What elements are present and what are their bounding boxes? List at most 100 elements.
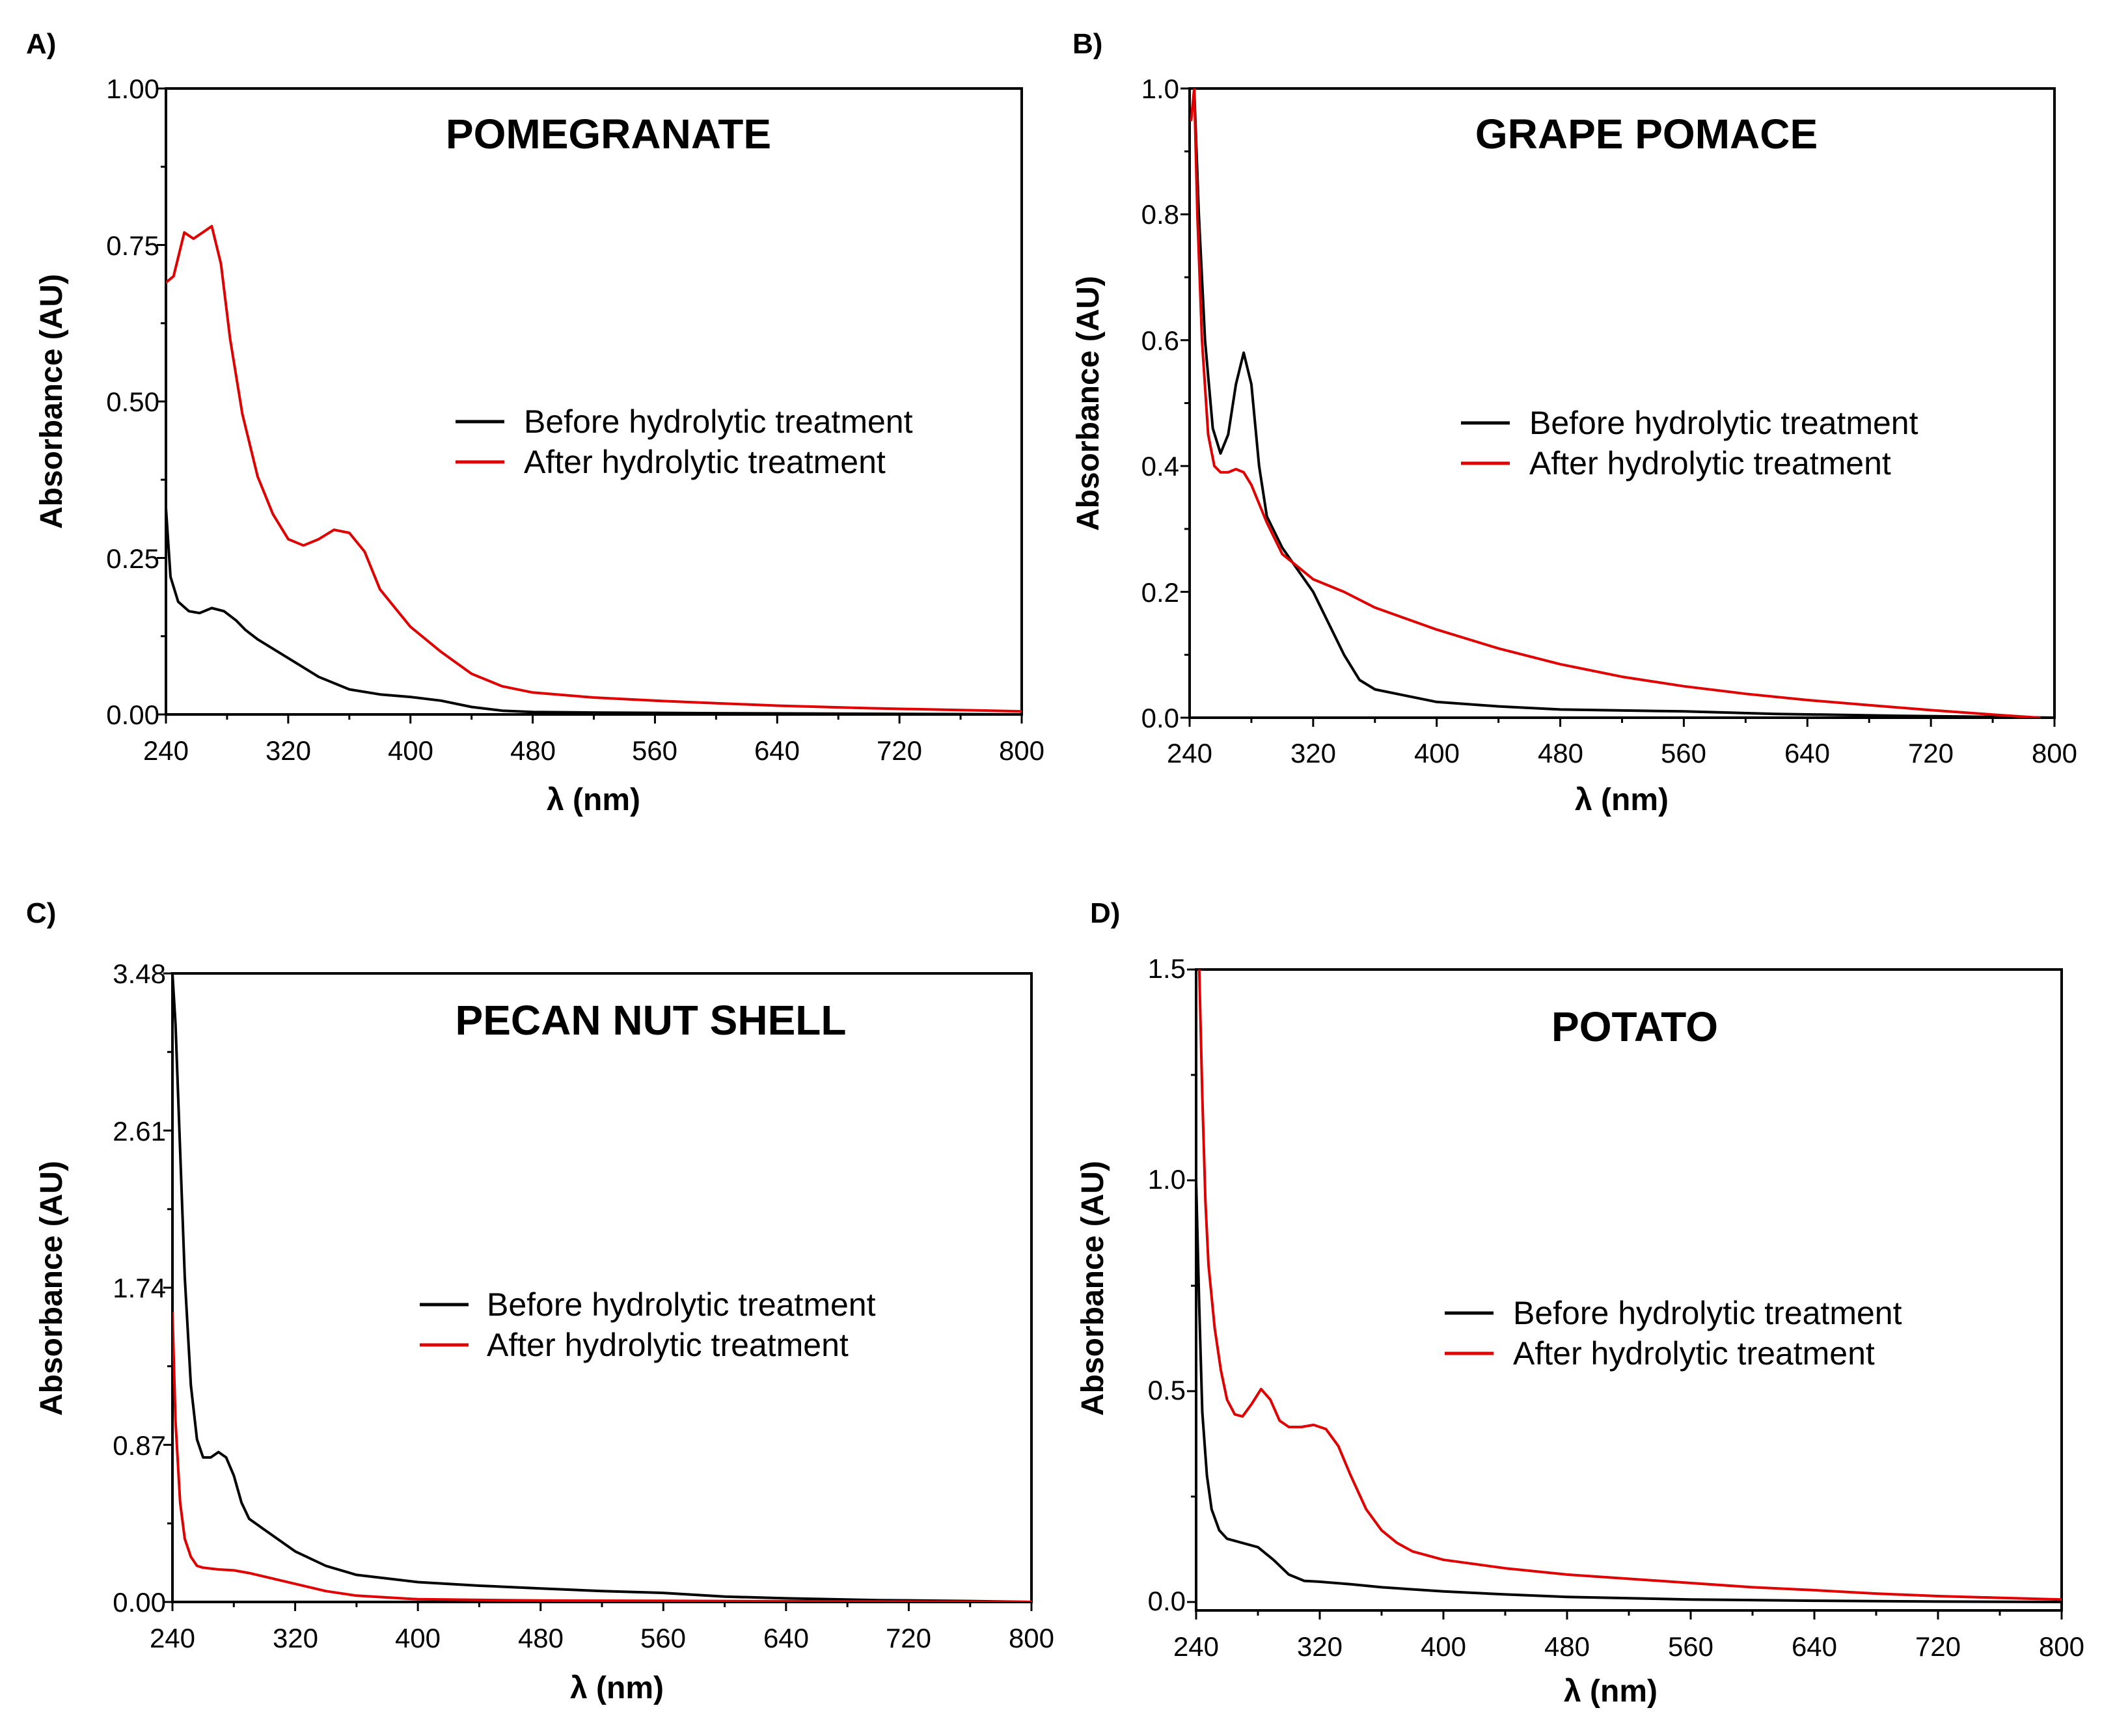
panel-d-xtick-1: 320 xyxy=(1297,1631,1343,1662)
panel-d-legend-label-after: After hydrolytic treatment xyxy=(1513,1335,1875,1372)
panel-b-xtick-5: 640 xyxy=(1784,738,1830,768)
panel-a-y-axis-label: Absorbance (AU) xyxy=(34,274,69,529)
panel-a-ytick-2: 0.50 xyxy=(106,387,159,417)
panel-d-ytick-1: 0.5 xyxy=(1148,1375,1186,1405)
panel-c-ytick-0: 0.00 xyxy=(113,1587,166,1618)
panel-a-series-after xyxy=(166,224,1022,713)
panel-b-ytick-0: 0.0 xyxy=(1141,703,1179,733)
panel-d: D) POTATO 0.0 0.5 1.0 1.5 240 320 400 48… xyxy=(1076,897,2084,1709)
panel-d-legend: Before hydrolytic treatment After hydrol… xyxy=(1445,1295,1902,1372)
panel-c-legend-label-after: After hydrolytic treatment xyxy=(487,1327,849,1363)
panel-d-xtick-3: 480 xyxy=(1544,1631,1590,1662)
panel-a-ytick-4: 1.00 xyxy=(106,74,159,104)
panel-d-xtick-5: 640 xyxy=(1792,1631,1837,1662)
panel-b-series-layer xyxy=(1180,87,2056,727)
panel-d-xtick-0: 240 xyxy=(1173,1631,1219,1662)
panel-a-xtick-7: 800 xyxy=(999,735,1044,766)
panel-c-series-before xyxy=(172,973,1031,1602)
panel-b-plot-frame xyxy=(1188,87,2056,719)
panel-a-ytick-3: 0.75 xyxy=(106,230,159,261)
panel-d-xtick-4: 560 xyxy=(1668,1631,1713,1662)
panel-b-series-after xyxy=(1190,88,2041,718)
panel-c-xtick-1: 320 xyxy=(273,1623,318,1653)
panel-d-x-ticks: 240 320 400 480 560 640 720 800 xyxy=(1173,1631,2084,1662)
panel-b-ytick-4: 0.8 xyxy=(1141,199,1179,230)
panel-c-xtick-0: 240 xyxy=(150,1623,195,1653)
panel-b-x-axis-label: λ (nm) xyxy=(1575,783,1669,817)
panel-d-xtick-7: 800 xyxy=(2039,1631,2084,1662)
panel-b-series-before xyxy=(1193,88,2054,718)
panel-d-y-axis-label: Absorbance (AU) xyxy=(1076,1161,1110,1416)
panel-c-ytick-2: 1.74 xyxy=(113,1273,166,1303)
panel-c-legend-label-before: Before hydrolytic treatment xyxy=(487,1286,876,1323)
panel-b-xtick-7: 800 xyxy=(2032,738,2077,768)
panel-a-y-ticks: 0.00 0.25 0.50 0.75 1.00 xyxy=(106,74,159,730)
panel-a-xtick-1: 320 xyxy=(266,735,311,766)
panel-b-legend: Before hydrolytic treatment After hydrol… xyxy=(1461,405,1918,481)
panel-c-xtick-7: 800 xyxy=(1009,1623,1054,1653)
panel-c-xtick-4: 560 xyxy=(640,1623,686,1653)
panel-a-plot-frame xyxy=(165,87,1023,716)
panel-d-ytick-0: 0.0 xyxy=(1148,1586,1186,1616)
panel-c-y-ticks: 0.00 0.87 1.74 2.61 3.48 xyxy=(113,958,166,1618)
panel-d-y-ticks: 0.0 0.5 1.0 1.5 xyxy=(1148,953,1186,1616)
panel-b-xtick-6: 720 xyxy=(1908,738,1954,768)
panel-c-xtick-6: 720 xyxy=(886,1623,931,1653)
panel-b-legend-label-before: Before hydrolytic treatment xyxy=(1529,405,1918,441)
panel-c-xtick-3: 480 xyxy=(518,1623,564,1653)
panel-b-y-ticks: 0.0 0.2 0.4 0.6 0.8 1.0 xyxy=(1141,74,1179,733)
panel-a-legend-label-before: Before hydrolytic treatment xyxy=(524,403,913,440)
panel-c-ytick-1: 0.87 xyxy=(113,1430,166,1461)
panel-a-xtick-0: 240 xyxy=(143,735,189,766)
panel-a-x-ticks: 240 320 400 480 560 640 720 800 xyxy=(143,735,1044,766)
panel-d-legend-label-before: Before hydrolytic treatment xyxy=(1513,1295,1902,1331)
panel-b-title: GRAPE POMACE xyxy=(1475,111,1818,157)
panel-a-xtick-5: 640 xyxy=(754,735,800,766)
panel-b: B) GRAPE POMACE 0.0 0.2 0.4 0.6 0.8 1.0 … xyxy=(1071,28,2077,817)
panel-a-letter: A) xyxy=(26,28,56,60)
panel-c-ytick-3: 2.61 xyxy=(113,1116,166,1146)
panel-a: A) POMEGRANATE 0.00 0.25 0.50 0.75 1.00 … xyxy=(26,28,1044,817)
panel-a-x-axis-label: λ (nm) xyxy=(547,783,640,817)
panel-b-ytick-5: 1.0 xyxy=(1141,74,1179,104)
panel-d-title: POTATO xyxy=(1551,1003,1718,1050)
panel-b-xtick-1: 320 xyxy=(1290,738,1336,768)
panel-d-series-after xyxy=(1197,970,2062,1601)
panel-b-xtick-3: 480 xyxy=(1538,738,1583,768)
panel-b-y-axis-label: Absorbance (AU) xyxy=(1071,276,1106,531)
panel-a-title: POMEGRANATE xyxy=(446,111,771,157)
panel-c-series-layer xyxy=(163,972,1033,1611)
panel-a-xtick-6: 720 xyxy=(877,735,922,766)
panel-a-xtick-2: 400 xyxy=(388,735,433,766)
panel-c: C) PECAN NUT SHELL 0.00 0.87 1.74 2.61 3… xyxy=(26,897,1054,1705)
panel-d-xtick-6: 720 xyxy=(1915,1631,1961,1662)
panel-b-xtick-4: 560 xyxy=(1661,738,1706,768)
panel-c-series-after xyxy=(172,1311,1031,1602)
panel-d-letter: D) xyxy=(1090,897,1120,929)
panel-c-legend: Before hydrolytic treatment After hydrol… xyxy=(420,1286,876,1363)
panel-b-ytick-2: 0.4 xyxy=(1141,451,1179,481)
panel-d-ytick-2: 1.0 xyxy=(1148,1164,1186,1195)
panel-a-series-layer xyxy=(157,87,1023,724)
panel-a-series-before xyxy=(166,506,1022,714)
panel-c-xtick-5: 640 xyxy=(763,1623,809,1653)
panel-b-xtick-2: 400 xyxy=(1414,738,1460,768)
panel-c-title: PECAN NUT SHELL xyxy=(456,997,847,1044)
panel-c-x-axis-label: λ (nm) xyxy=(570,1671,664,1705)
panel-a-legend: Before hydrolytic treatment After hydrol… xyxy=(456,403,913,480)
panel-c-x-ticks: 240 320 400 480 560 640 720 800 xyxy=(150,1623,1054,1653)
panel-d-xtick-2: 400 xyxy=(1421,1631,1466,1662)
panel-b-legend-label-after: After hydrolytic treatment xyxy=(1529,445,1891,481)
panel-b-x-ticks: 240 320 400 480 560 640 720 800 xyxy=(1167,738,2077,768)
panel-d-series-before xyxy=(1196,1179,2062,1603)
panel-b-letter: B) xyxy=(1072,28,1102,60)
panel-b-xtick-0: 240 xyxy=(1167,738,1212,768)
panel-c-letter: C) xyxy=(26,897,56,929)
panel-d-ytick-3: 1.5 xyxy=(1148,953,1186,984)
panel-b-ytick-1: 0.2 xyxy=(1141,577,1179,608)
panel-d-plot-frame xyxy=(1195,968,2063,1612)
panel-b-ytick-3: 0.6 xyxy=(1141,325,1179,356)
panel-d-series-layer xyxy=(1187,968,2063,1620)
panel-c-ytick-4: 3.48 xyxy=(113,958,166,989)
